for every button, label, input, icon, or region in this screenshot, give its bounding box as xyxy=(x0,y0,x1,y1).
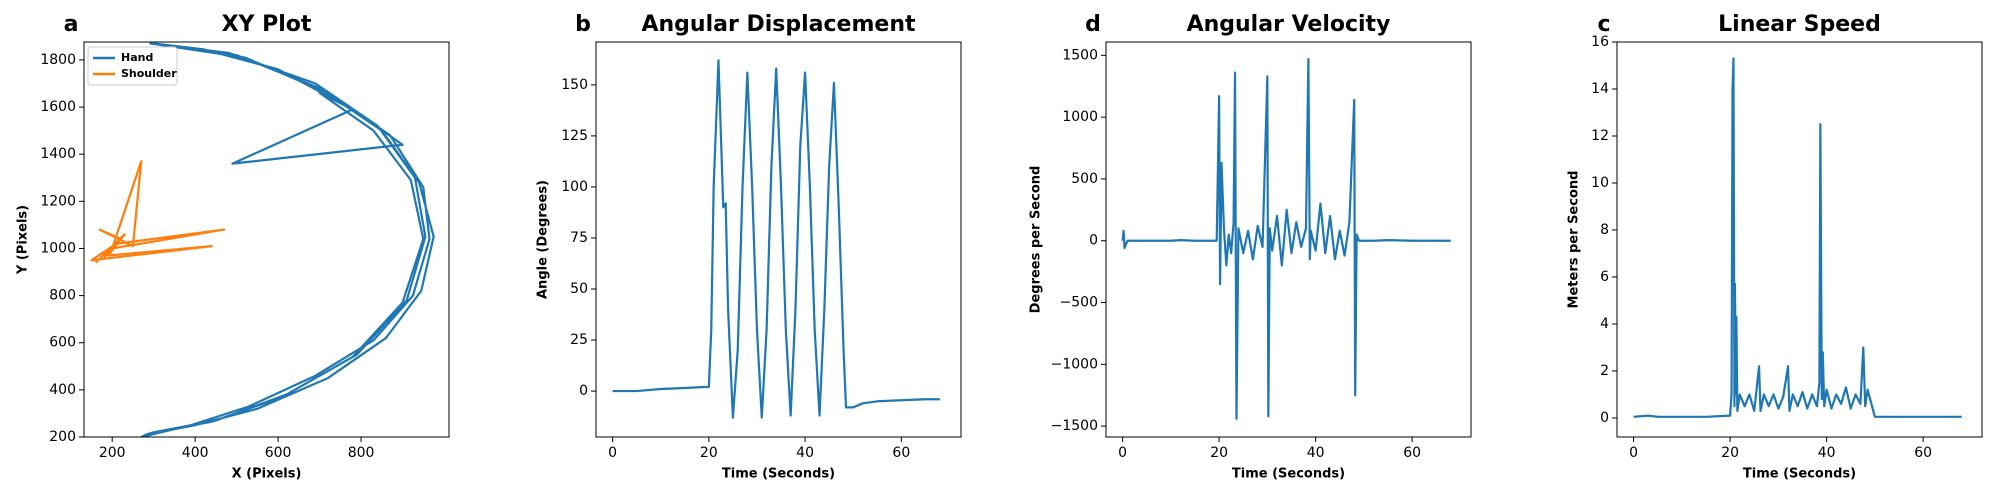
y-tick-label: 50 xyxy=(570,281,588,297)
data-line xyxy=(1633,57,1962,418)
y-tick-label: 400 xyxy=(49,382,76,398)
x-tick-label: 200 xyxy=(99,445,126,461)
x-tick-label: 20 xyxy=(700,445,718,461)
panel-label: d xyxy=(1085,12,1101,37)
axes-frame xyxy=(1105,41,1472,438)
panel-label: b xyxy=(575,12,591,37)
data-line xyxy=(612,59,940,419)
chart-title: Angular Velocity xyxy=(1187,12,1391,37)
panel: XY Plot a X (Pixels) Y (Pixels) 200 400 600 800… xyxy=(16,12,450,482)
data-line xyxy=(90,160,226,264)
data-line xyxy=(140,42,435,437)
x-tick-label: 400 xyxy=(182,445,209,461)
y-tick-label: 500 xyxy=(1071,171,1098,187)
y-tick-label: −1000 xyxy=(1051,356,1098,372)
y-tick-label: 1800 xyxy=(40,52,76,68)
axes-frame xyxy=(83,41,450,438)
x-tick-label: 800 xyxy=(348,445,375,461)
panel-label: a xyxy=(64,12,79,37)
y-axis-label: Degrees per Second xyxy=(1029,166,1044,314)
plot-area xyxy=(90,42,435,437)
y-tick-label: −1500 xyxy=(1051,418,1098,434)
y-tick-label: 100 xyxy=(561,179,588,195)
x-tick-label: 40 xyxy=(1307,445,1325,461)
x-tick-label: 40 xyxy=(796,445,814,461)
y-tick-label: 8 xyxy=(1600,222,1609,238)
x-axis-label: Time (Seconds) xyxy=(1743,467,1856,482)
x-tick-label: 60 xyxy=(892,445,910,461)
y-tick-label: 0 xyxy=(579,383,588,399)
y-tick-label: 75 xyxy=(570,230,588,246)
y-tick-label: 150 xyxy=(561,77,588,93)
x-tick-label: 0 xyxy=(1118,445,1127,461)
y-tick-label: 1600 xyxy=(40,99,76,115)
y-axis-label: Angle (Degrees) xyxy=(536,180,551,299)
legend-box xyxy=(87,46,178,86)
legend-label: Shoulder xyxy=(121,67,177,80)
chart-title: Linear Speed xyxy=(1718,12,1881,37)
x-axis-label: X (Pixels) xyxy=(232,467,302,482)
y-tick-label: 125 xyxy=(561,128,588,144)
y-tick-label: 2 xyxy=(1600,363,1609,379)
y-tick-label: 16 xyxy=(1591,34,1609,50)
y-tick-label: 1400 xyxy=(40,146,76,162)
y-tick-label: 4 xyxy=(1600,316,1609,332)
x-axis-label: Time (Seconds) xyxy=(1232,467,1345,482)
chart-title: XY Plot xyxy=(222,12,312,37)
x-tick-label: 0 xyxy=(608,445,617,461)
panel: Linear Speed c Time (Seconds) Meters per Se… xyxy=(1567,12,1983,482)
y-tick-label: 1000 xyxy=(40,240,76,256)
y-tick-label: 600 xyxy=(49,335,76,351)
x-axis-label: Time (Seconds) xyxy=(722,467,835,482)
panel: Angular Velocity d Time (Seconds) Degrees p… xyxy=(1029,12,1472,482)
x-tick-label: 40 xyxy=(1818,445,1836,461)
x-tick-label: 60 xyxy=(1403,445,1421,461)
axes-frame xyxy=(595,41,962,438)
y-tick-label: −500 xyxy=(1060,295,1098,311)
y-axis-label: Meters per Second xyxy=(1567,171,1582,309)
y-tick-label: 6 xyxy=(1600,269,1609,285)
y-tick-label: 12 xyxy=(1591,128,1609,144)
y-tick-label: 1500 xyxy=(1062,47,1098,63)
plot-area xyxy=(612,59,940,419)
y-tick-label: 0 xyxy=(1600,410,1609,426)
chart-title: Angular Displacement xyxy=(641,12,915,37)
y-tick-label: 1200 xyxy=(40,193,76,209)
axes-frame xyxy=(1616,41,1983,438)
legend-label: Hand xyxy=(121,51,153,64)
data-line xyxy=(1121,57,1451,420)
x-tick-label: 20 xyxy=(1210,445,1228,461)
panel-label: c xyxy=(1597,12,1610,37)
y-tick-label: 0 xyxy=(1089,233,1098,249)
y-axis-label: Y (Pixels) xyxy=(16,205,31,275)
x-tick-label: 60 xyxy=(1914,445,1932,461)
x-tick-label: 20 xyxy=(1721,445,1739,461)
y-tick-label: 25 xyxy=(570,332,588,348)
plot-area xyxy=(1121,57,1451,420)
y-tick-label: 10 xyxy=(1591,175,1609,191)
y-tick-label: 14 xyxy=(1591,81,1609,97)
x-tick-label: 600 xyxy=(265,445,292,461)
y-tick-label: 1000 xyxy=(1062,109,1098,125)
y-tick-label: 800 xyxy=(49,288,76,304)
panel: Angular Displacement b Time (Seconds) Angle… xyxy=(536,12,962,482)
x-tick-label: 0 xyxy=(1629,445,1638,461)
plot-area xyxy=(1633,57,1962,418)
y-tick-label: 200 xyxy=(49,429,76,445)
